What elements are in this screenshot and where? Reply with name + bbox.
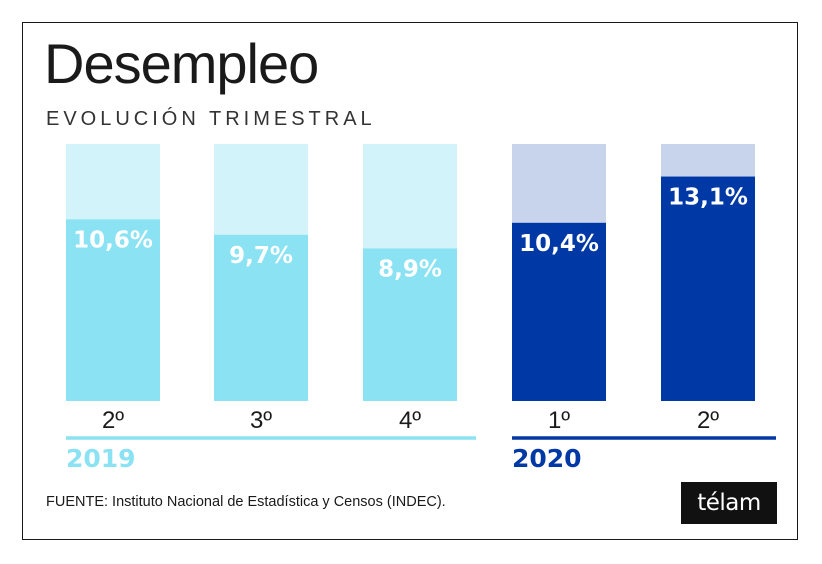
year-label: 2020 [512,444,582,473]
data-label: 8,9% [378,257,442,283]
bar [363,248,457,401]
chart-subtitle: EVOLUCIÓN TRIMESTRAL [46,108,376,130]
tick-label: 1º [548,407,570,434]
telam-logo: télam [681,482,777,524]
tick-label: 2º [102,407,124,434]
source-note: FUENTE: Instituto Nacional de Estadístic… [46,494,446,510]
tick-label: 4º [399,407,421,434]
data-label: 13,1% [668,185,748,211]
chart-title: Desempleo [44,32,319,95]
bar [66,219,160,401]
data-label: 9,7% [229,243,293,269]
year-label: 2019 [66,444,136,473]
data-label: 10,6% [73,227,153,253]
bar [512,222,606,401]
data-label: 10,4% [519,231,599,257]
tick-label: 3º [250,407,272,434]
bar [214,234,308,401]
bar [661,176,755,401]
tick-label: 2º [697,407,719,434]
